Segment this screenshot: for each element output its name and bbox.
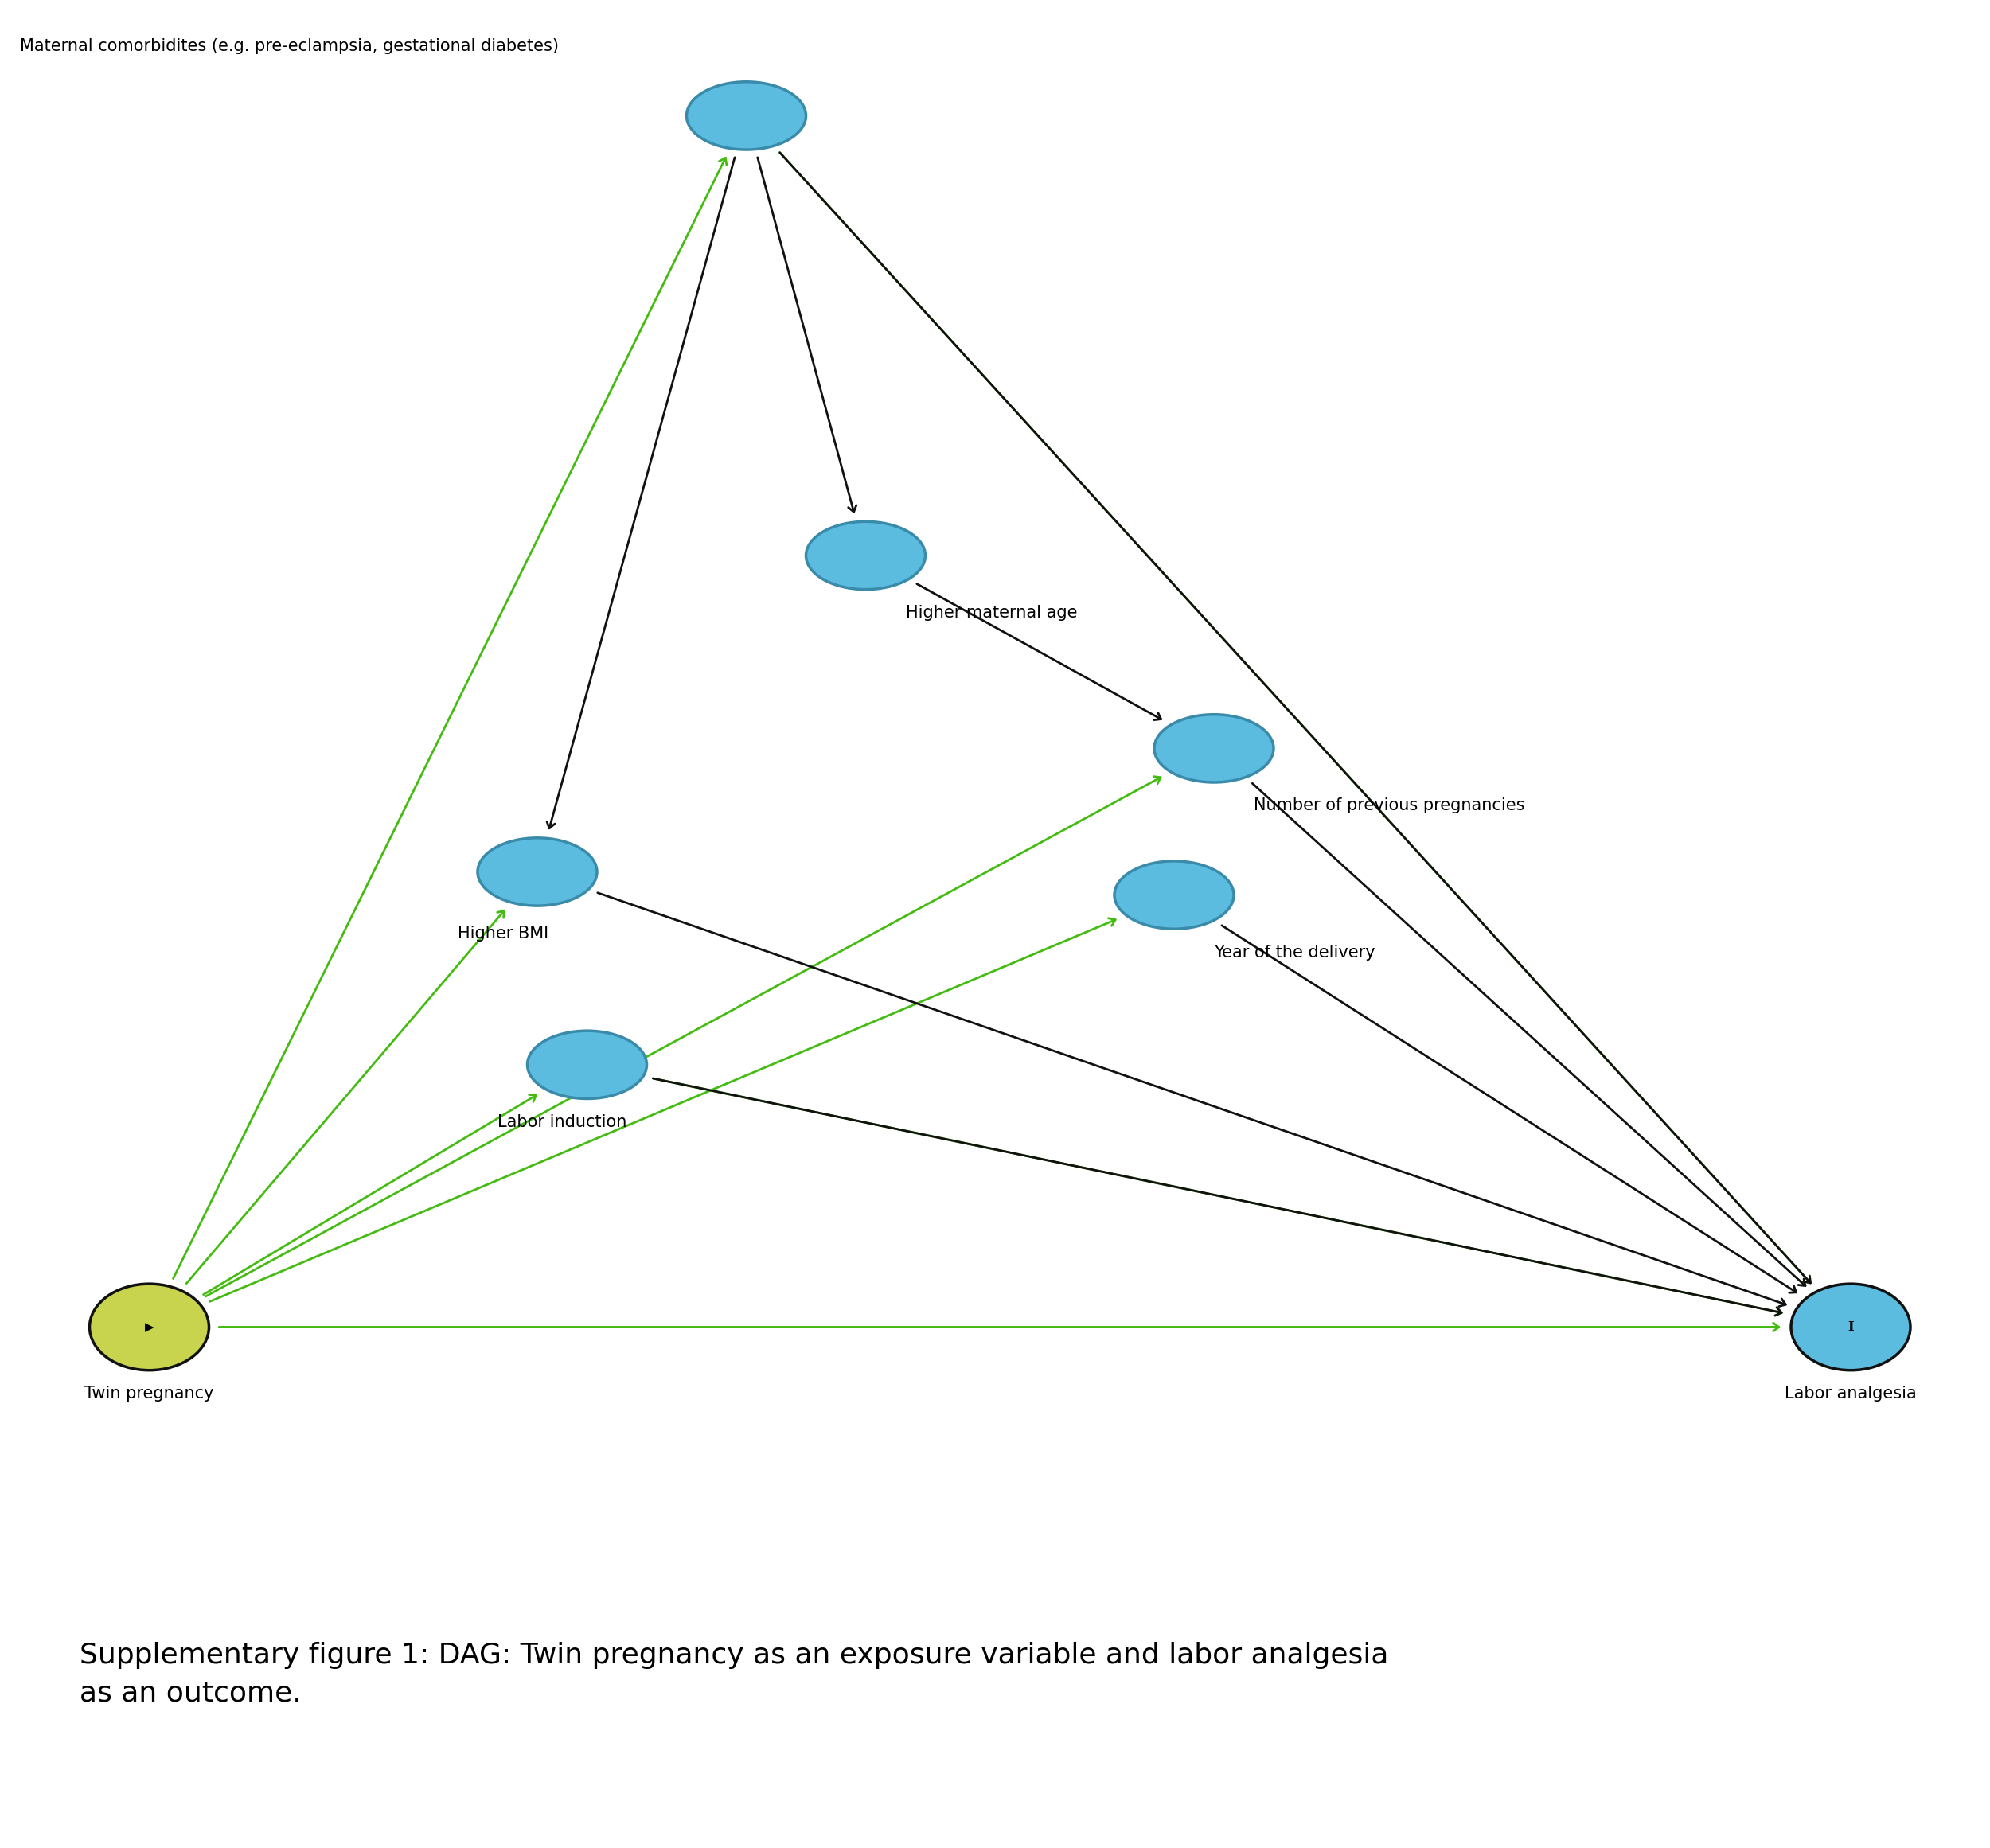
Text: Maternal comorbidites (e.g. pre-eclampsia, gestational diabetes): Maternal comorbidites (e.g. pre-eclampsi… bbox=[20, 39, 559, 54]
Ellipse shape bbox=[90, 1284, 209, 1369]
Ellipse shape bbox=[527, 1031, 647, 1100]
Text: Higher BMI: Higher BMI bbox=[458, 926, 549, 942]
Text: Twin pregnancy: Twin pregnancy bbox=[84, 1386, 215, 1401]
Ellipse shape bbox=[806, 521, 925, 590]
Text: Number of previous pregnancies: Number of previous pregnancies bbox=[1254, 798, 1524, 813]
Text: ▶: ▶ bbox=[145, 1321, 153, 1332]
Text: Higher maternal age: Higher maternal age bbox=[905, 604, 1077, 621]
Ellipse shape bbox=[687, 81, 806, 150]
Ellipse shape bbox=[1154, 715, 1274, 782]
Text: I: I bbox=[1847, 1319, 1855, 1334]
Text: Year of the delivery: Year of the delivery bbox=[1214, 944, 1375, 961]
Ellipse shape bbox=[1791, 1284, 1910, 1369]
Text: Supplementary figure 1: DAG: Twin pregnancy as an exposure variable and labor an: Supplementary figure 1: DAG: Twin pregna… bbox=[80, 1641, 1389, 1706]
Text: Labor induction: Labor induction bbox=[498, 1114, 627, 1129]
Text: Labor analgesia: Labor analgesia bbox=[1785, 1386, 1916, 1401]
Ellipse shape bbox=[478, 837, 597, 906]
Ellipse shape bbox=[1114, 861, 1234, 930]
